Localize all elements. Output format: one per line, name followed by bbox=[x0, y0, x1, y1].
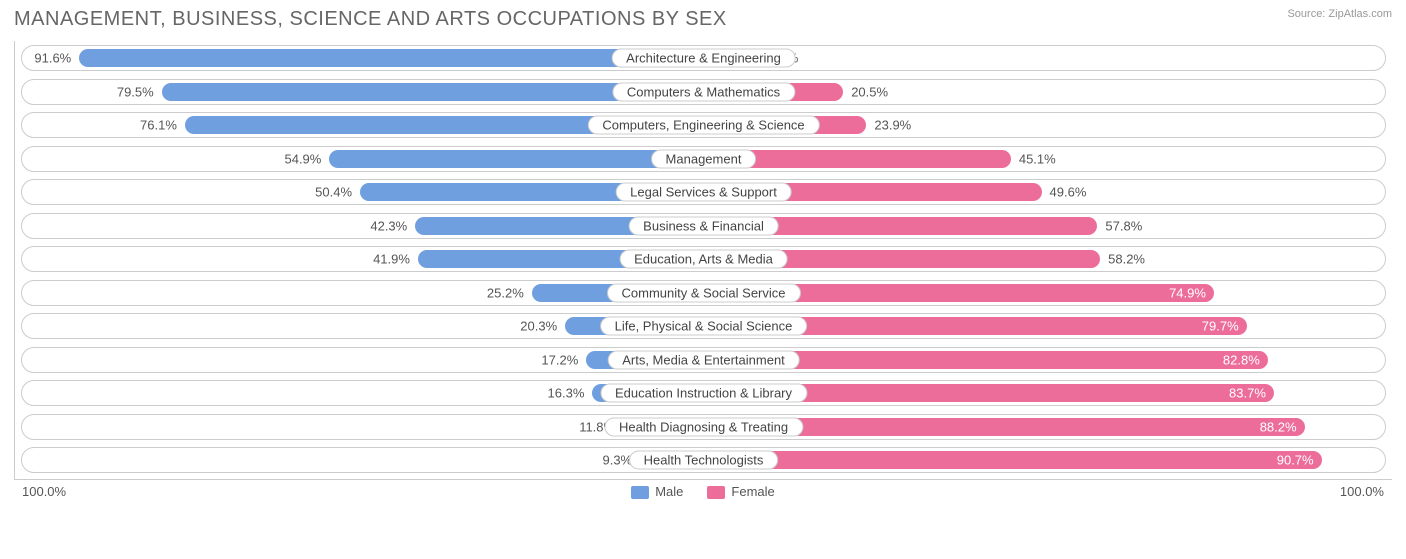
category-label: Legal Services & Support bbox=[615, 183, 792, 202]
male-value-label: 41.9% bbox=[373, 252, 410, 267]
category-label: Education Instruction & Library bbox=[600, 384, 807, 403]
male-value-label: 16.3% bbox=[548, 386, 585, 401]
chart-row: 79.5% 20.5% Computers & Mathematics bbox=[21, 79, 1386, 105]
female-value-label: 83.7% bbox=[1229, 386, 1266, 401]
category-label: Life, Physical & Social Science bbox=[600, 317, 808, 336]
chart-row: 54.9% 45.1% Management bbox=[21, 146, 1386, 172]
category-label: Education, Arts & Media bbox=[619, 250, 788, 269]
category-label: Computers, Engineering & Science bbox=[587, 116, 819, 135]
diverging-bar-chart: 91.6%8.4%Architecture & Engineering 79.5%… bbox=[14, 41, 1392, 480]
chart-title: MANAGEMENT, BUSINESS, SCIENCE AND ARTS O… bbox=[14, 8, 727, 31]
source-prefix: Source: bbox=[1287, 8, 1328, 20]
male-swatch-icon bbox=[631, 486, 649, 499]
chart-row: 41.9% 58.2% Education, Arts & Media bbox=[21, 246, 1386, 272]
category-label: Computers & Mathematics bbox=[612, 82, 795, 101]
female-value-label: 23.9% bbox=[874, 118, 911, 133]
legend-female: Female bbox=[707, 484, 774, 499]
chart-row: 42.3% 57.8% Business & Financial bbox=[21, 213, 1386, 239]
male-value-label: 76.1% bbox=[140, 118, 177, 133]
category-label: Architecture & Engineering bbox=[611, 49, 796, 68]
category-label: Health Diagnosing & Treating bbox=[604, 417, 803, 436]
female-value-label: 90.7% bbox=[1277, 453, 1314, 468]
category-label: Community & Social Service bbox=[607, 283, 801, 302]
male-value-label: 25.2% bbox=[487, 285, 524, 300]
axis-left-label: 100.0% bbox=[22, 484, 66, 499]
male-value-label: 17.2% bbox=[541, 352, 578, 367]
category-label: Health Technologists bbox=[629, 451, 779, 470]
female-value-label: 58.2% bbox=[1108, 252, 1145, 267]
male-value-label: 42.3% bbox=[370, 218, 407, 233]
male-value-label: 79.5% bbox=[117, 84, 154, 99]
chart-row: 50.4% 49.6% Legal Services & Support bbox=[21, 179, 1386, 205]
legend-female-label: Female bbox=[731, 484, 774, 499]
female-value-label: 49.6% bbox=[1050, 185, 1087, 200]
legend-male: Male bbox=[631, 484, 683, 499]
axis-legend-row: 100.0% Male Female 100.0% bbox=[14, 484, 1392, 499]
female-value-label: 79.7% bbox=[1202, 319, 1239, 334]
chart-row: 20.3% 79.7% Life, Physical & Social Scienc… bbox=[21, 313, 1386, 339]
legend-male-label: Male bbox=[655, 484, 683, 499]
source-attribution: Source: ZipAtlas.com bbox=[1287, 8, 1392, 20]
female-value-label: 82.8% bbox=[1223, 352, 1260, 367]
category-label: Management bbox=[651, 149, 757, 168]
female-value-label: 88.2% bbox=[1260, 419, 1297, 434]
female-bar bbox=[704, 451, 1322, 469]
chart-row: 91.6%8.4%Architecture & Engineering bbox=[21, 45, 1386, 71]
female-value-label: 45.1% bbox=[1019, 151, 1056, 166]
axis-right-label: 100.0% bbox=[1340, 484, 1384, 499]
chart-row: 25.2% 74.9% Community & Social Service bbox=[21, 280, 1386, 306]
female-value-label: 57.8% bbox=[1105, 218, 1142, 233]
male-value-label: 50.4% bbox=[315, 185, 352, 200]
chart-row: 76.1% 23.9% Computers, Engineering & Scien… bbox=[21, 112, 1386, 138]
source-name: ZipAtlas.com bbox=[1328, 8, 1392, 20]
category-label: Arts, Media & Entertainment bbox=[607, 350, 800, 369]
male-bar bbox=[329, 150, 703, 168]
chart-header: MANAGEMENT, BUSINESS, SCIENCE AND ARTS O… bbox=[14, 8, 1392, 31]
legend: Male Female bbox=[631, 484, 775, 499]
female-swatch-icon bbox=[707, 486, 725, 499]
female-value-label: 20.5% bbox=[851, 84, 888, 99]
chart-row: 16.3% 83.7% Education Instruction & Librar… bbox=[21, 380, 1386, 406]
male-value-label: 54.9% bbox=[284, 151, 321, 166]
male-value-label: 20.3% bbox=[520, 319, 557, 334]
chart-row: 17.2% 82.8% Arts, Media & Entertainment bbox=[21, 347, 1386, 373]
chart-row: 11.8%88.2%Health Diagnosing & Treating bbox=[21, 414, 1386, 440]
chart-row: 9.3%90.7%Health Technologists bbox=[21, 447, 1386, 473]
male-value-label: 91.6% bbox=[34, 51, 71, 66]
female-value-label: 74.9% bbox=[1169, 285, 1206, 300]
male-bar bbox=[79, 49, 703, 67]
category-label: Business & Financial bbox=[628, 216, 779, 235]
